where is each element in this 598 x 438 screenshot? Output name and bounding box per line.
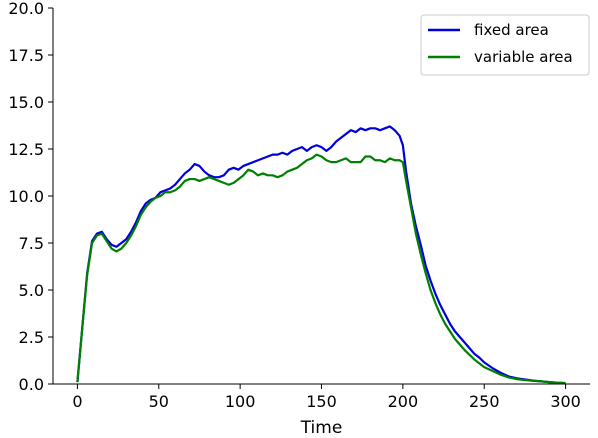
x-axis-ticks: 0 50 100 150 200 250 300 <box>72 384 581 411</box>
y-tick-label: 10.0 <box>8 187 44 206</box>
y-tick-label: 2.5 <box>19 328 44 347</box>
x-tick-label: 300 <box>550 392 581 411</box>
y-tick-label: 12.5 <box>8 140 44 159</box>
y-tick-label: 0.0 <box>19 375 44 394</box>
y-tick-label: 20.0 <box>8 0 44 18</box>
x-tick-label: 200 <box>388 392 419 411</box>
legend-label-fixed-area: fixed area <box>474 21 549 39</box>
x-tick-label: 50 <box>149 392 169 411</box>
series-layer <box>76 125 566 385</box>
legend: fixed area variable area <box>420 14 590 76</box>
x-tick-label: 100 <box>225 392 256 411</box>
y-tick-label: 17.5 <box>8 46 44 65</box>
x-tick-label: 250 <box>469 392 500 411</box>
x-tick-label: 0 <box>72 392 82 411</box>
x-axis-label: Time <box>300 418 343 438</box>
plot-area <box>76 125 566 385</box>
series-line-variable-area <box>76 153 566 385</box>
legend-label-variable-area: variable area <box>474 48 573 66</box>
legend-box <box>420 14 590 76</box>
x-tick-label: 150 <box>306 392 337 411</box>
y-tick-label: 5.0 <box>19 281 44 300</box>
series-line-fixed-area <box>76 125 566 385</box>
y-tick-label: 7.5 <box>19 234 44 253</box>
y-tick-label: 15.0 <box>8 93 44 112</box>
y-axis-ticks: 0.0 2.5 5.0 7.5 10.0 12.5 15.0 17.5 20.0 <box>8 0 53 394</box>
